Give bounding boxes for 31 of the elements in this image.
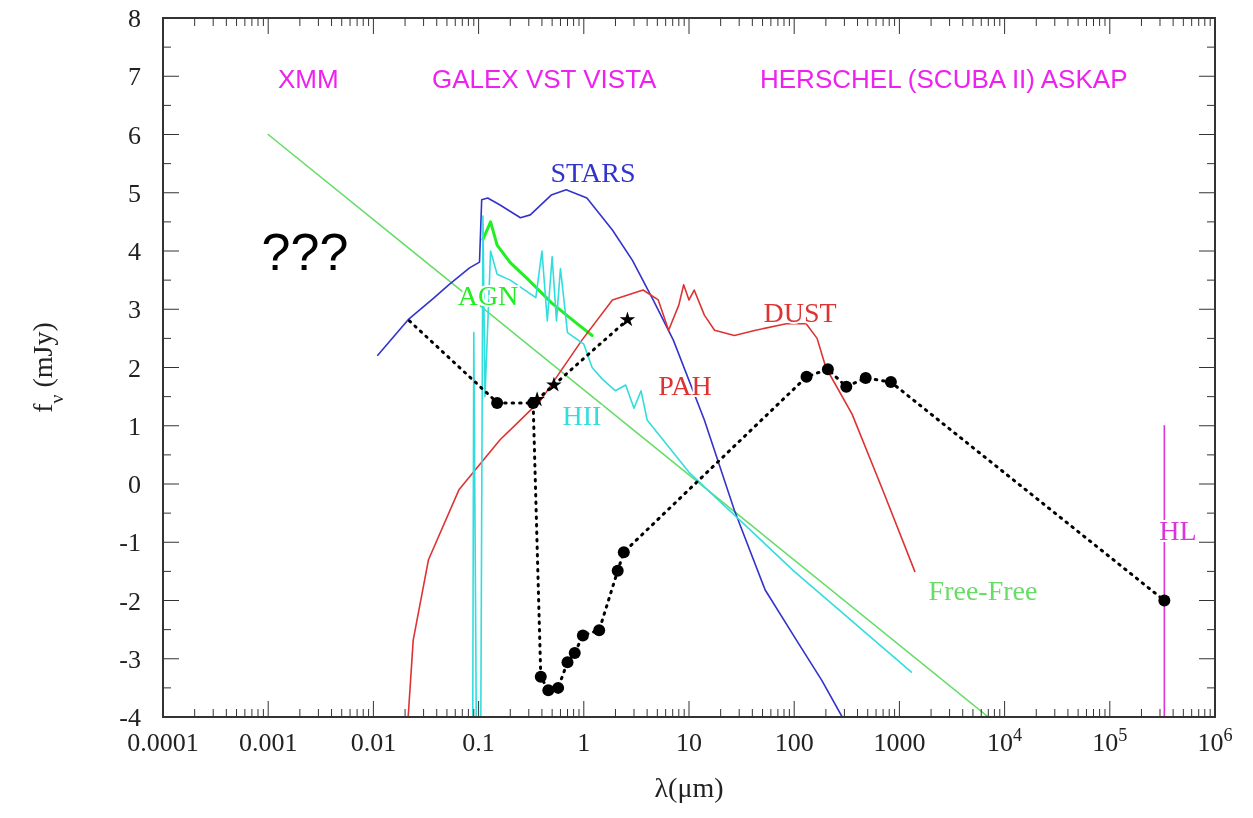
x-tick-label: 0.1 <box>462 728 495 757</box>
series-label: DUST <box>763 297 837 328</box>
y-tick-label: 4 <box>128 237 141 266</box>
annotation: HERSCHEL (SCUBA II) ASKAP <box>760 64 1128 94</box>
series-label: Free-Free <box>928 575 1038 606</box>
x-tick-label: 10$^{6}$ <box>1197 725 1233 757</box>
y-tick-label: 6 <box>128 120 141 150</box>
x-tick-label: 100 <box>774 728 814 757</box>
x-axis-title: λ(μm) <box>654 772 724 803</box>
x-tick-label: 1 <box>577 728 591 757</box>
annotation: GALEX VST VISTA <box>432 64 658 94</box>
y-tick-label: 2 <box>128 353 141 383</box>
x-tick-label: 0.001 <box>238 728 298 757</box>
y-tick-label: 1 <box>128 411 141 441</box>
y-tick-label: 0 <box>128 470 141 499</box>
y-tick-label: 8 <box>128 4 141 33</box>
y-tick-label: 7 <box>128 62 141 92</box>
x-tick-label: 10 <box>676 728 702 757</box>
annotation: ??? <box>261 223 349 281</box>
y-tick-label: 5 <box>128 178 141 208</box>
series-label: STARS <box>550 157 636 188</box>
annotation: XMM <box>278 64 339 94</box>
y-tick-label: -1 <box>119 528 141 558</box>
y-tick-label: 3 <box>128 295 141 325</box>
y-tick-label: -3 <box>119 644 141 674</box>
series-label: HII <box>562 400 602 431</box>
x-tick-label: 10$^{5}$ <box>1092 725 1128 757</box>
x-tick-label: 0.01 <box>350 728 397 757</box>
x-tick-label: 1000 <box>873 728 926 757</box>
x-tick-label: 10$^{4}$ <box>987 725 1023 757</box>
y-tick-label: -2 <box>119 586 141 616</box>
